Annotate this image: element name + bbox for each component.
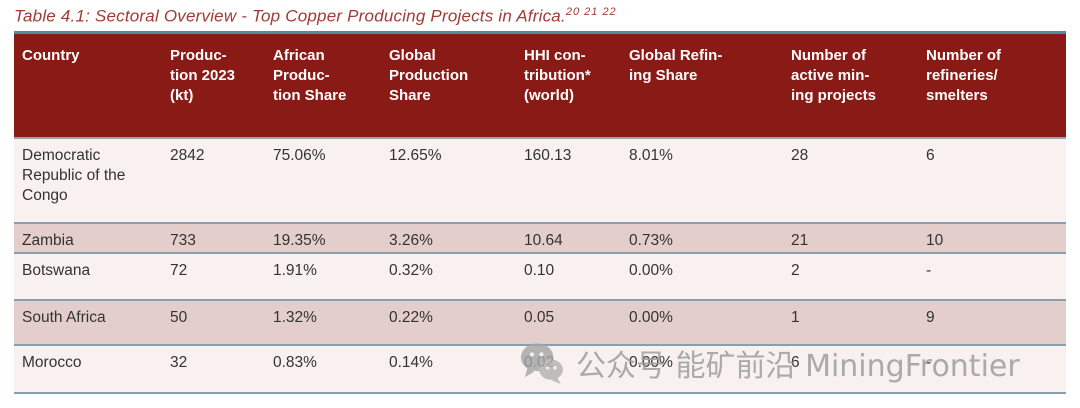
table-cell: 28 (791, 146, 809, 164)
table-cell: 2 (791, 261, 800, 279)
table-container: Country Produc- tion 2023 (kt) African P… (14, 31, 1066, 394)
table-row-zambia: Zambia 733 19.35% 3.26% 10.64 0.73% 21 1… (14, 222, 1066, 253)
header-cell-country: Country (22, 47, 80, 64)
header-cell-global-share: Global Production Share (389, 47, 469, 104)
table-cell: 21 (791, 231, 809, 249)
table-cell: 9 (926, 308, 935, 326)
table-cell: 0.00% (629, 308, 673, 326)
table-cell: 19.35% (273, 231, 326, 249)
watermark-text: 公众号 能矿前沿 MiningFrontier (576, 349, 1020, 384)
table-cell: 0.73% (629, 231, 673, 249)
table-cell: 0.22% (389, 308, 433, 326)
table-cell: 0.00% (629, 261, 673, 279)
header-cell-refining-share: Global Refin- ing Share (629, 47, 723, 84)
table-caption-text: Table 4.1: Sectoral Overview - Top Coppe… (14, 6, 566, 26)
table-cell: 10.64 (524, 231, 563, 249)
header-cell-active-projects: Number of active min- ing projects (791, 47, 877, 104)
table-cell: 2842 (170, 146, 205, 164)
table-cell: 1 (791, 308, 800, 326)
country-cell: Botswana (22, 261, 91, 279)
wechat-icon (520, 343, 563, 385)
table-cell: 733 (170, 231, 196, 249)
table-cell: 0.83% (273, 353, 317, 371)
table-cell: - (926, 261, 932, 279)
country-cell: Democratic Republic of the Congo (22, 146, 126, 205)
table-cell: - (926, 353, 932, 371)
table-row-south-africa: South Africa 50 1.32% 0.22% 0.05 0.00% 1… (14, 299, 1066, 345)
table-cell: 0.00% (629, 353, 673, 371)
table-cell: 6 (926, 146, 935, 164)
table-cell: 12.65% (389, 146, 442, 164)
table-cell: 0.32% (389, 261, 433, 279)
table-cell: 0.10 (524, 261, 555, 279)
table-cell: 10 (926, 231, 944, 249)
header-row: Country Produc- tion 2023 (kt) African P… (14, 32, 1066, 138)
table-cell: 0.05 (524, 308, 555, 326)
header-cell-african-share: African Produc- tion Share (273, 47, 347, 104)
table-cell: 3.26% (389, 231, 433, 249)
table-caption: Table 4.1: Sectoral Overview - Top Coppe… (14, 6, 617, 27)
footnote-superscripts: 20 21 22 (565, 6, 617, 18)
table-cell: 160.13 (524, 146, 572, 164)
table-cell: 6 (791, 353, 800, 371)
table-cell: 0.14% (389, 353, 433, 371)
table-cell: 8.01% (629, 146, 673, 164)
header-cell-refineries: Number of refineries/ smelters (926, 47, 1001, 104)
table-row-drc: Democratic Republic of the Congo 2842 75… (14, 137, 1066, 223)
header-cell-production-2023: Produc- tion 2023 (kt) (170, 47, 236, 104)
table-row-botswana: Botswana 72 1.91% 0.32% 0.10 0.00% 2 - (14, 252, 1066, 300)
table-cell: 1.91% (273, 261, 317, 279)
table-cell: 72 (170, 261, 188, 279)
watermark: 公众号 能矿前沿 MiningFrontier (518, 341, 1020, 385)
country-cell: Zambia (22, 231, 74, 249)
sectoral-overview-table: Country Produc- tion 2023 (kt) African P… (14, 31, 1066, 394)
country-cell: South Africa (22, 308, 106, 326)
country-cell: Morocco (22, 353, 82, 371)
table-cell: 75.06% (273, 146, 326, 164)
header-cell-hhi: HHI con- tribution* (world) (524, 47, 591, 104)
table-cell: 50 (170, 308, 188, 326)
table-cell: 1.32% (273, 308, 317, 326)
table-cell: 32 (170, 353, 188, 371)
